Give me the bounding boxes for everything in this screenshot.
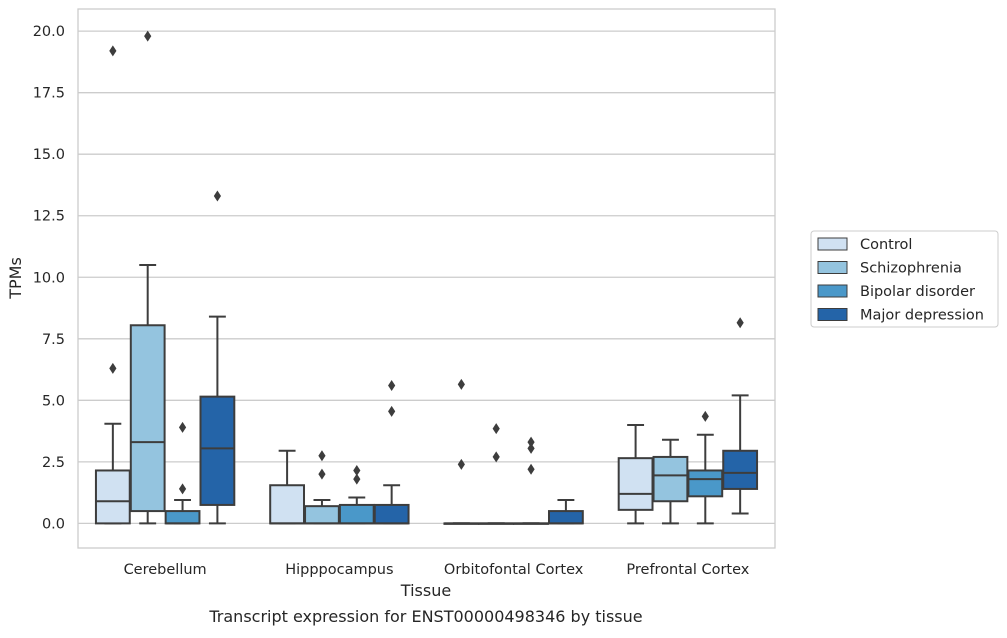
box-group: [94, 45, 131, 525]
box-layer: [94, 30, 759, 525]
outlier-point: [527, 463, 535, 475]
outlier-point: [388, 405, 396, 417]
outlier-point: [318, 468, 326, 480]
legend-label: Bipolar disorder: [860, 284, 975, 300]
box-body: [722, 449, 759, 490]
legend-swatch: [817, 308, 848, 321]
y-axis-title: TPMs: [6, 257, 25, 300]
box-body: [304, 505, 340, 525]
outlier-point: [353, 473, 361, 485]
y-tick-label: 17.5: [33, 86, 65, 102]
box-group: [687, 410, 724, 525]
box-group: [513, 436, 549, 525]
outlier-point: [213, 190, 221, 202]
box-group: [199, 190, 236, 525]
box-group: [338, 464, 375, 525]
y-tick-label: 15.0: [33, 147, 65, 163]
legend-label: Major depression: [860, 308, 984, 324]
box-body: [94, 469, 131, 525]
outlier-point: [527, 436, 535, 448]
box-group: [722, 317, 759, 515]
box-group: [304, 450, 340, 525]
box-body: [687, 469, 724, 498]
outlier-point: [109, 45, 117, 57]
box-body: [199, 395, 236, 506]
box-group: [164, 421, 201, 525]
y-tick-label: 0.0: [42, 516, 65, 532]
x-axis-title: Tissue: [400, 581, 451, 600]
outlier-point: [353, 464, 361, 476]
outlier-point: [457, 458, 465, 470]
box-body: [617, 457, 654, 511]
x-tick-label: Orbitofontal Cortex: [444, 562, 584, 578]
y-tick-label: 12.5: [33, 209, 65, 225]
outlier-point: [527, 442, 535, 454]
box-group: [269, 449, 306, 525]
plot-frame: [77, 8, 776, 549]
legend-label: Control: [860, 237, 912, 253]
box-body: [547, 510, 584, 525]
legend-swatch: [817, 284, 848, 298]
box-body: [338, 503, 375, 525]
y-tick-labels: 0.0 2.5 5.0 7.5 10.0 12.5 15.0 17.5 20.0: [33, 24, 65, 532]
outlier-point: [144, 30, 152, 42]
y-tick-label: 10.0: [33, 270, 65, 286]
y-tick-label: 20.0: [33, 24, 65, 40]
box-body: [373, 503, 410, 525]
box-group: [652, 438, 689, 525]
box-group: [547, 499, 584, 525]
legend: Control Schizophrenia Bipolar disorder Majo…: [810, 230, 999, 328]
x-tick-label: Prefrontal Cortex: [626, 562, 749, 578]
box-group: [443, 378, 480, 525]
box-group: [617, 423, 654, 525]
box-body: [652, 455, 689, 503]
legend-items: Control Schizophrenia Bipolar disorder Majo…: [817, 237, 984, 324]
chart-caption: Transcript expression for ENST0000049834…: [208, 607, 642, 626]
grid-layer: [78, 30, 775, 525]
box-body: [164, 510, 201, 525]
x-tick-label: Hipppocampus: [285, 562, 393, 578]
outlier-point: [318, 450, 326, 462]
box-body: [129, 324, 166, 513]
y-tick-label: 5.0: [42, 393, 65, 409]
legend-swatch: [817, 261, 848, 274]
y-tick-label: 7.5: [42, 332, 65, 348]
outlier-point: [109, 362, 117, 374]
outlier-point: [178, 421, 187, 433]
y-tick-label: 2.5: [42, 455, 65, 471]
legend-swatch: [817, 237, 848, 251]
outlier-point: [388, 380, 396, 392]
box-body: [269, 484, 306, 525]
outlier-point: [492, 423, 500, 435]
x-tick-labels: Cerebellum Hipppocampus Orbitofontal Corte…: [124, 562, 750, 578]
box-group: [478, 423, 515, 525]
x-tick-label: Cerebellum: [124, 562, 207, 578]
outlier-point: [701, 410, 709, 422]
box-group: [373, 380, 410, 525]
outlier-point: [457, 378, 465, 390]
outlier-point: [492, 451, 500, 463]
legend-frame: [810, 230, 999, 328]
legend-label: Schizophrenia: [860, 261, 962, 277]
outlier-point: [736, 317, 744, 329]
box-group: [129, 30, 166, 525]
outlier-point: [178, 483, 187, 495]
